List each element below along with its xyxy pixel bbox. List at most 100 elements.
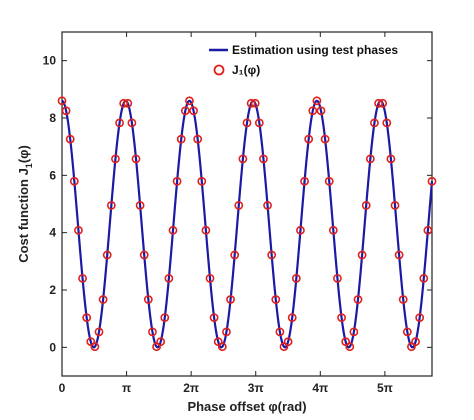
y-tick-label: 2 [49, 283, 56, 297]
x-tick-label: 4π [312, 381, 328, 395]
j1-point [135, 200, 145, 210]
j1-point [370, 118, 379, 128]
j1-point [316, 106, 326, 116]
j1-point [69, 176, 79, 186]
j1-point [131, 154, 141, 164]
j1-point [250, 98, 260, 108]
j1-point [222, 327, 231, 337]
j1-point [374, 98, 383, 108]
y-axis-label: Cost function J1(φ) [16, 145, 34, 263]
j1-point [185, 96, 194, 106]
j1-point [300, 176, 309, 186]
j1-point [378, 98, 388, 108]
axis-ticks: 0 π 2π 3π 4π 5π 0 2 4 6 8 10 [43, 32, 432, 395]
j1-point [209, 313, 219, 322]
j1-point [197, 176, 207, 186]
j1-point [156, 337, 166, 347]
j1-point [226, 295, 235, 304]
j1-point [394, 250, 404, 260]
j1-point [312, 96, 322, 106]
j1-point [390, 200, 400, 210]
y-tick-label: 0 [49, 340, 56, 354]
j1-point [61, 106, 71, 116]
j1-point [160, 313, 170, 322]
j1-point [74, 225, 83, 235]
j1-point [246, 98, 256, 108]
j1-point [304, 134, 314, 144]
y-tick-label: 8 [49, 111, 56, 125]
x-axis-label: Phase offset φ(rad) [187, 399, 306, 414]
j1-markers [57, 96, 437, 352]
j1-point [57, 96, 67, 106]
j1-point [82, 313, 92, 322]
j1-point [106, 200, 116, 210]
x-tick-label: 5π [377, 381, 393, 395]
j1-point [365, 154, 375, 164]
j1-point [143, 295, 153, 304]
j1-point [90, 342, 100, 352]
legend-label-j1: J₁(φ) [232, 63, 260, 77]
j1-point [205, 273, 215, 283]
estimation-curve [61, 99, 434, 349]
j1-point [402, 327, 412, 337]
j1-point [398, 295, 408, 304]
j1-point [267, 250, 277, 260]
y-axis-label-sub: 1 [24, 163, 34, 168]
j1-point [65, 134, 75, 144]
j1-point [119, 98, 129, 108]
j1-point [345, 342, 355, 352]
j1-point [324, 176, 334, 186]
j1-point [238, 154, 248, 164]
j1-point [349, 327, 359, 337]
j1-point [275, 327, 285, 337]
j1-point [94, 327, 104, 337]
j1-point [283, 337, 293, 347]
j1-point [102, 250, 112, 260]
j1-point [139, 250, 149, 260]
j1-point [168, 225, 178, 235]
y-tick-label: 4 [49, 226, 56, 240]
j1-point [254, 118, 264, 128]
j1-point [164, 273, 174, 283]
j1-point [296, 225, 305, 235]
x-tick-label: π [122, 381, 131, 395]
j1-point [419, 273, 429, 283]
y-axis-label-main: Cost function J [16, 168, 31, 263]
j1-point [287, 313, 297, 322]
x-tick-label: 3π [248, 381, 264, 395]
j1-point [176, 134, 186, 144]
j1-point [172, 176, 182, 186]
j1-point [382, 118, 392, 128]
legend-marker-swatch [213, 64, 225, 76]
j1-point [353, 295, 363, 304]
j1-point [259, 154, 268, 164]
j1-point [333, 273, 342, 283]
x-tick-label: 2π [183, 381, 199, 395]
j1-point [115, 118, 124, 128]
y-axis-label-tail: (φ) [16, 145, 31, 163]
j1-point [337, 313, 346, 322]
estimation-line [61, 99, 434, 349]
j1-point [234, 200, 244, 210]
j1-point [415, 313, 425, 322]
j1-point [193, 134, 203, 144]
plot-border [61, 31, 433, 377]
x-tick-label: 0 [59, 381, 66, 395]
j1-point [271, 295, 281, 304]
y-tick-label: 10 [43, 54, 57, 68]
j1-point [328, 225, 338, 235]
j1-point [427, 176, 437, 186]
j1-point [242, 118, 252, 128]
j1-point [148, 327, 157, 337]
j1-point [180, 106, 190, 116]
legend: Estimation using test phases J₁(φ) [209, 43, 398, 77]
j1-point [361, 200, 371, 210]
j1-point [308, 106, 318, 116]
j1-point [201, 225, 211, 235]
j1-point [386, 154, 396, 164]
legend-label-estimation: Estimation using test phases [232, 43, 398, 57]
j1-point [320, 134, 330, 144]
j1-point [111, 154, 120, 164]
j1-point [423, 225, 433, 235]
